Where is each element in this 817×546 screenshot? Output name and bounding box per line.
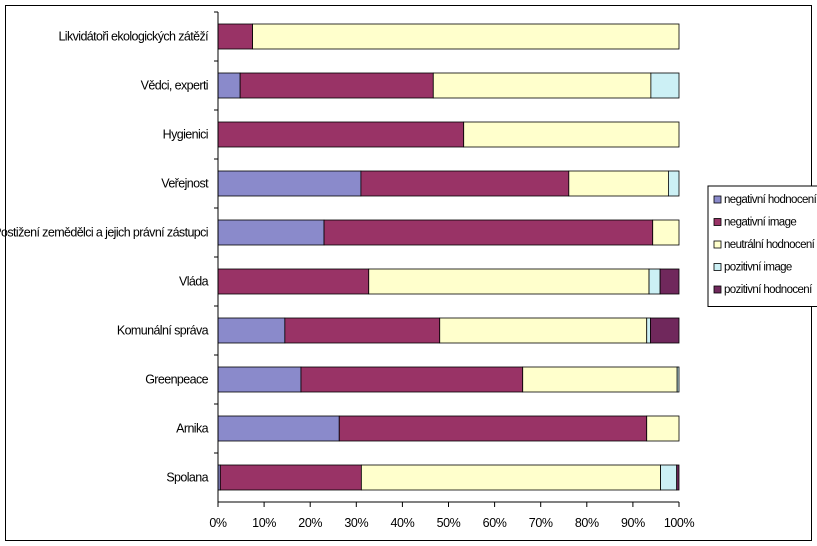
legend-label: negativní hodnocení <box>724 194 817 206</box>
bar-segment-8-series-2 <box>300 366 524 393</box>
legend-label: negativní image <box>724 217 796 229</box>
bar-segment-10-series-4 <box>660 464 678 491</box>
bar-segment-10-series-3 <box>360 464 661 491</box>
bar-segment-4-series-2 <box>360 170 570 197</box>
x-tick-label: 0% <box>209 516 227 530</box>
legend-swatch <box>713 218 722 226</box>
x-tick-label: 60% <box>483 516 507 530</box>
category-label: Spolana <box>166 471 208 485</box>
x-tick-label: 40% <box>390 516 414 530</box>
bar-segment-1-series-3 <box>252 23 680 50</box>
bar-segment-5-series-1 <box>217 219 325 246</box>
x-tick-label: 30% <box>344 516 368 530</box>
bar-segment-5-series-3 <box>652 219 680 246</box>
bar-segment-10-series-2 <box>219 464 362 491</box>
x-tick-label: 70% <box>529 516 553 530</box>
bar-segment-4-series-3 <box>568 170 669 197</box>
bar-segment-9-series-2 <box>338 415 648 442</box>
bar-layer <box>217 23 680 491</box>
category-label: Vláda <box>179 275 209 289</box>
bar-segment-2-series-3 <box>432 72 652 99</box>
legend: negativní hodnocení negativní image neutrá… <box>707 185 817 307</box>
bar-segment-7-series-3 <box>439 317 648 344</box>
bar-segment-2-series-1 <box>217 72 241 99</box>
x-tick-label: 90% <box>621 516 645 530</box>
bar-segment-9-series-1 <box>217 415 340 442</box>
bar-segment-5-series-2 <box>323 219 654 246</box>
x-tick-label: 20% <box>298 516 322 530</box>
legend-label: pozitivní image <box>724 262 792 274</box>
x-tick-label: 10% <box>252 516 276 530</box>
bar-segment-4-series-4 <box>668 170 680 197</box>
x-tick-label: 50% <box>437 516 461 530</box>
x-tick-label: 80% <box>575 516 599 530</box>
bar-segment-10-series-5 <box>676 464 680 491</box>
x-tick-label: 100% <box>664 516 695 530</box>
bar-segment-7-series-4 <box>646 317 651 344</box>
category-label: Arnika <box>176 422 208 436</box>
bar-segment-7-series-5 <box>650 317 680 344</box>
bar-segment-6-series-4 <box>648 268 661 295</box>
legend-box <box>707 185 817 307</box>
legend-label: pozitivní hodnocení <box>724 284 813 296</box>
bar-segment-8-series-4 <box>676 366 680 393</box>
bar-segment-9-series-3 <box>646 415 680 442</box>
bar-segment-6-series-3 <box>368 268 650 295</box>
legend-label: neutrální hodnocení <box>724 239 816 251</box>
category-label: Hygienici <box>163 128 208 142</box>
bar-segment-7-series-1 <box>217 317 286 344</box>
legend-swatch <box>713 285 722 294</box>
bar-segment-4-series-1 <box>217 170 362 197</box>
legend-swatch <box>713 263 722 271</box>
bar-segment-7-series-2 <box>284 317 441 344</box>
label-layer: Likvidátoři ekologických zátěží Vědci, ex… <box>0 30 695 531</box>
category-label: Postižení zemědělci a jejich právní zást… <box>0 226 208 240</box>
category-label: Greenpeace <box>145 373 208 387</box>
bar-segment-8-series-1 <box>217 366 302 393</box>
bar-segment-6-series-2 <box>217 268 370 295</box>
bar-segment-1-series-2 <box>217 23 253 50</box>
axes-layer <box>214 11 680 507</box>
bar-segment-3-series-2 <box>217 121 465 148</box>
bar-segment-6-series-5 <box>659 268 680 295</box>
category-label: Komunální správa <box>117 324 209 338</box>
legend-swatch <box>713 195 722 204</box>
category-label: Vědci, experti <box>141 79 208 93</box>
bar-segment-2-series-4 <box>650 72 680 99</box>
bar-segment-3-series-3 <box>463 121 680 148</box>
bar-segment-2-series-2 <box>239 72 434 99</box>
category-label: Likvidátoři ekologických zátěží <box>58 30 209 44</box>
legend-swatch <box>713 240 722 249</box>
bar-segment-8-series-3 <box>522 366 678 393</box>
category-label: Veřejnost <box>161 177 209 191</box>
